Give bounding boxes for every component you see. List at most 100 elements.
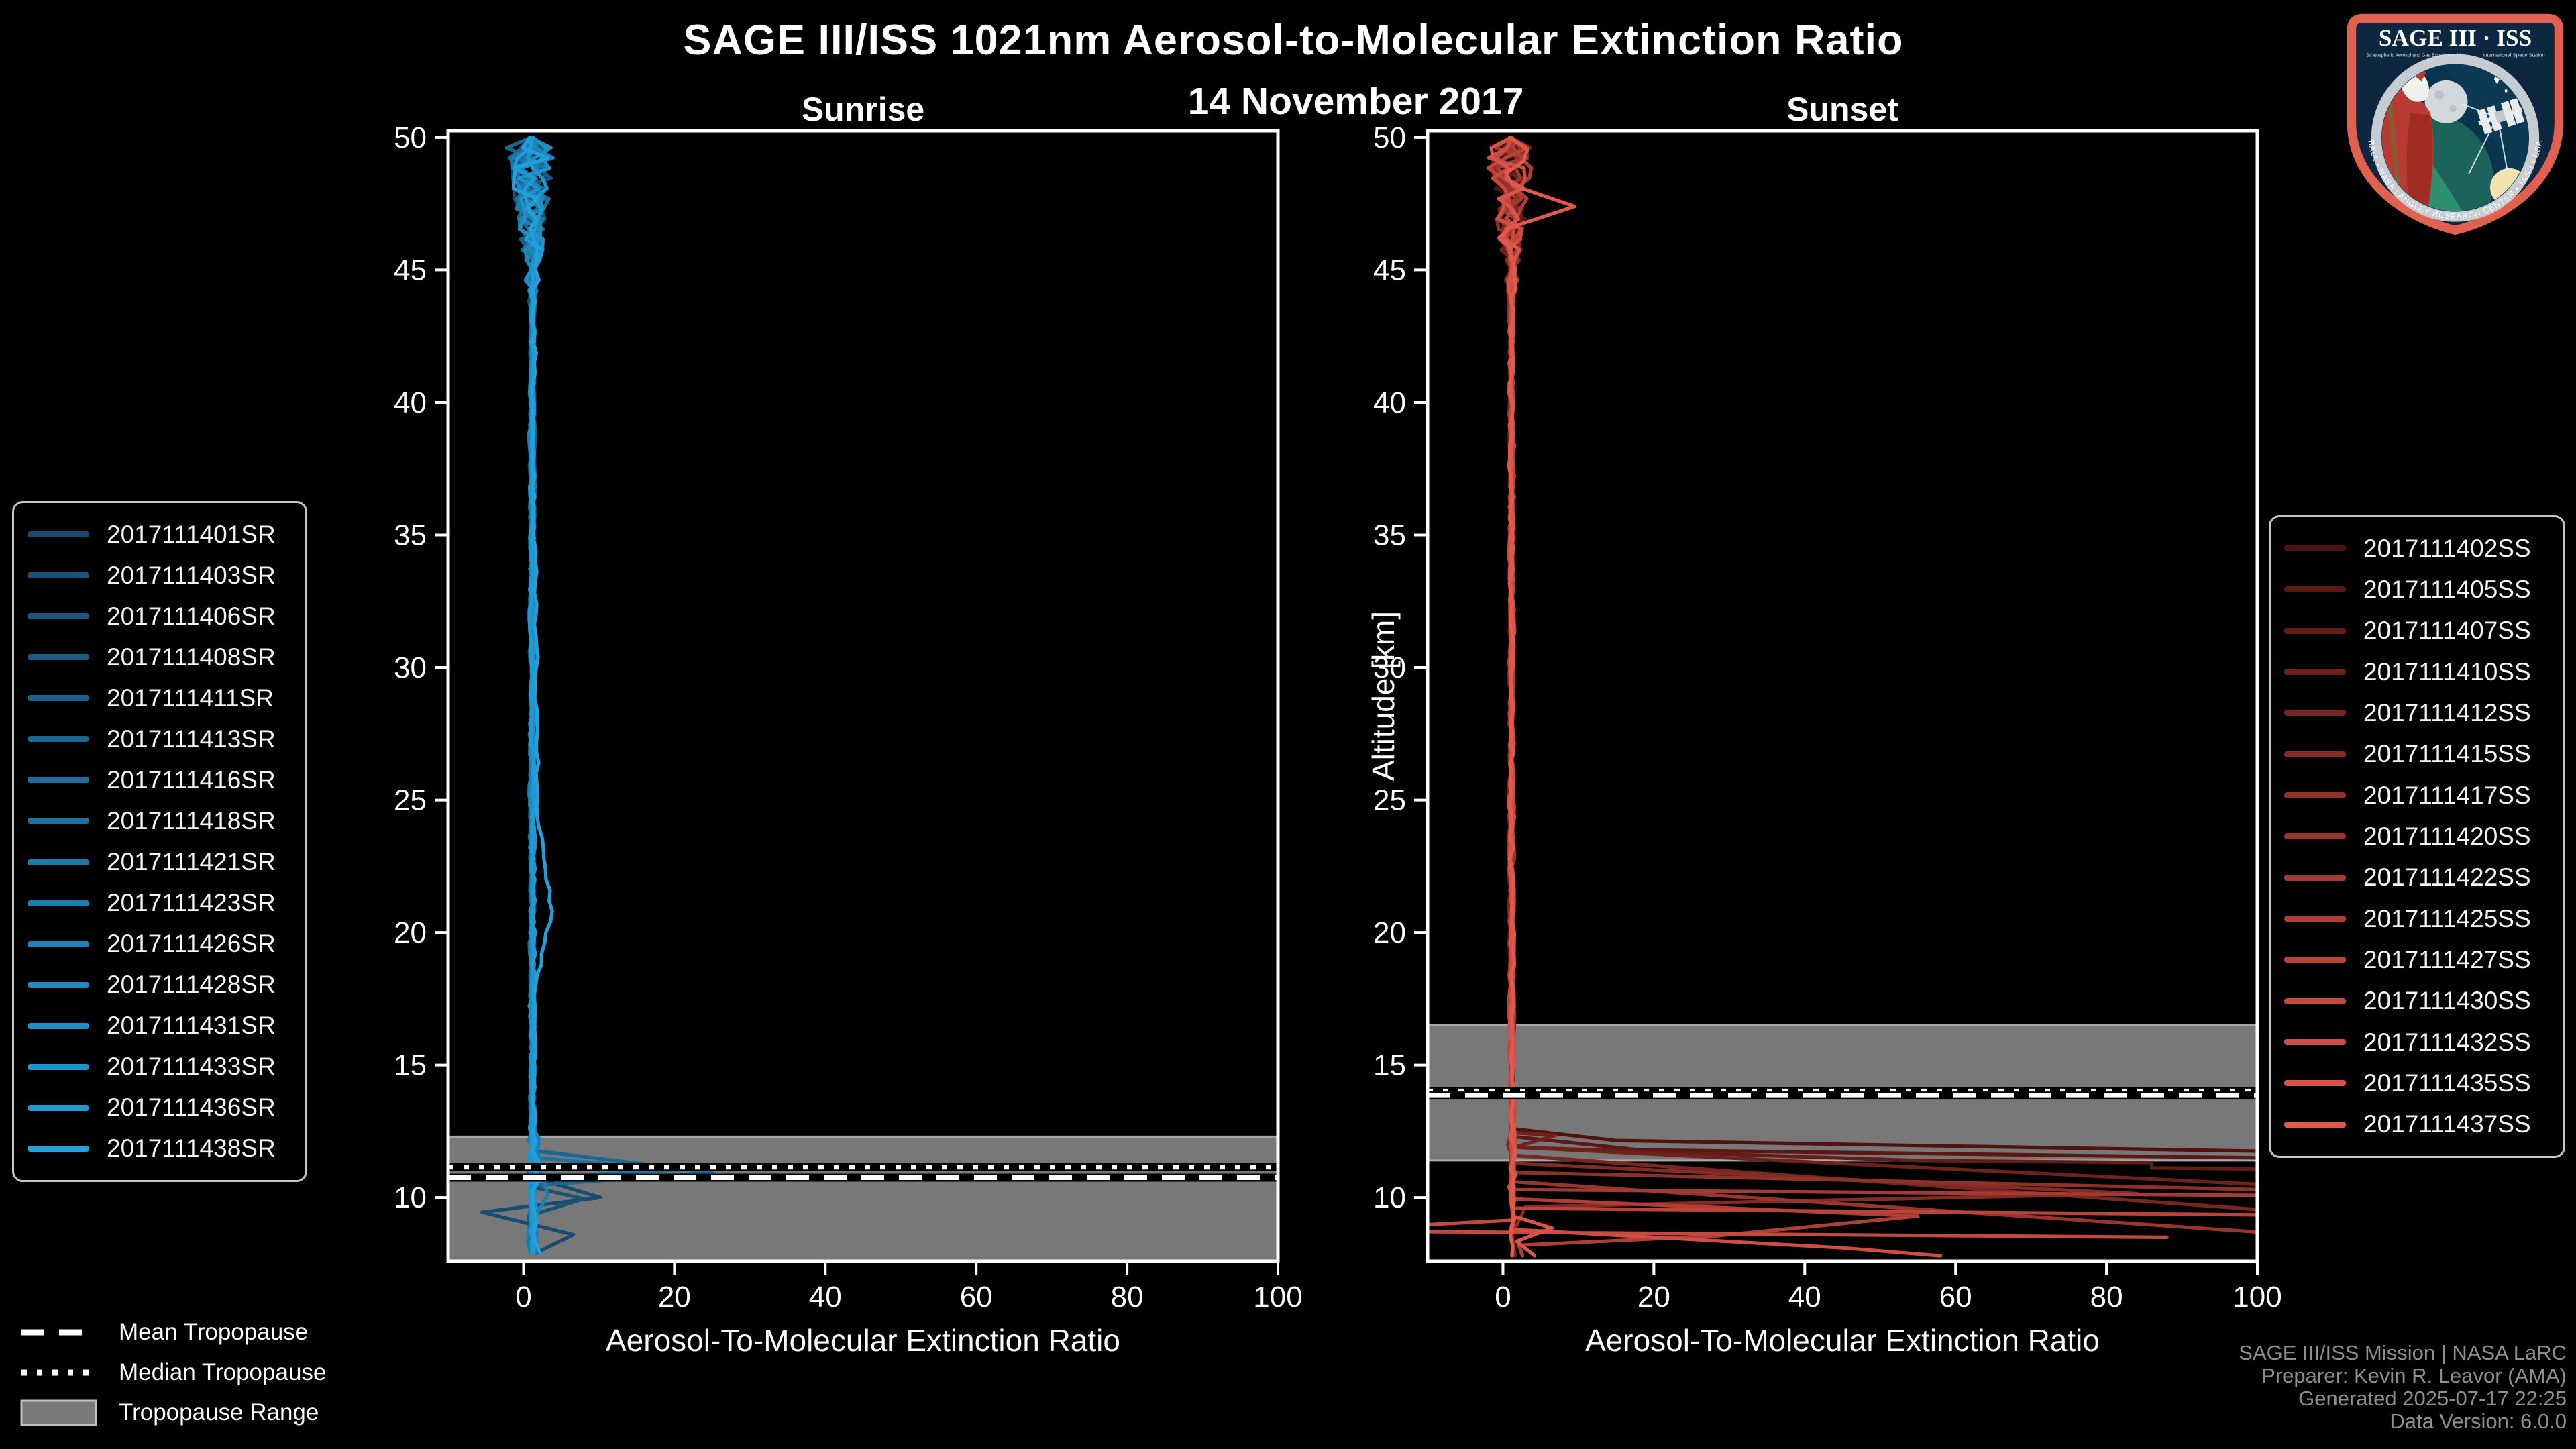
- legend-item: 2017111432SS: [2284, 1028, 2550, 1057]
- legend-item: 2017111427SS: [2284, 946, 2550, 974]
- tropopause-range-swatch-icon: [20, 1398, 97, 1428]
- sunset-panel: 0 20 40 60 80 100 10 15 20 25 30 35 40 45 50 Sunset Aero…: [1366, 91, 2282, 1358]
- y-tick-label: 20: [394, 916, 427, 949]
- legend-item: 2017111431SR: [28, 1012, 292, 1040]
- profile-line: [1493, 136, 2257, 1153]
- y-tick-label: 45: [394, 254, 427, 286]
- y-tick-label: 45: [1373, 254, 1406, 286]
- x-tick-label: 80: [1111, 1281, 1144, 1313]
- median-tropopause-label: Median Tropopause: [119, 1359, 327, 1385]
- mean-tropopause-dashed-line-icon: [20, 1328, 97, 1336]
- series-label: 2017111420SS: [2363, 822, 2531, 850]
- legend-item: 2017111423SR: [28, 889, 292, 917]
- legend-item: 2017111415SS: [2284, 740, 2550, 768]
- x-tick-label: 60: [960, 1281, 993, 1313]
- series-color-line-icon: [28, 981, 89, 988]
- legend-item: 2017111430SS: [2284, 987, 2550, 1015]
- axes-spines: [1426, 129, 2259, 1263]
- mean-tropopause-legend-row: Mean Tropopause: [20, 1312, 326, 1352]
- series-label: 2017111406SR: [107, 602, 276, 630]
- tropopause-range-legend-row: Tropopause Range: [20, 1393, 326, 1433]
- footer-line: Data Version: 6.0.0: [2390, 1409, 2567, 1433]
- x-tick-label: 0: [1495, 1281, 1511, 1313]
- sunrise-panel: 0 20 40 60 80 100 10 15 20 25 30 35 40 45 50 Sunrise Aer…: [177, 91, 1303, 1358]
- series-color-line-icon: [2284, 916, 2346, 922]
- y-axis-label: Altitude [km]: [1366, 611, 1401, 781]
- median-tropopause-legend-row: Median Tropopause: [20, 1352, 326, 1393]
- series-color-line-icon: [2284, 874, 2346, 881]
- sunset-series-legend: 2017111402SS 2017111405SS 2017111407SS 2017…: [2269, 515, 2565, 1158]
- y-tick-label: 35: [1373, 519, 1406, 551]
- series-label: 2017111408SR: [107, 643, 276, 671]
- series-color-line-icon: [28, 900, 89, 906]
- iss-icon: [2477, 98, 2525, 135]
- profile-line: [1491, 136, 2257, 1171]
- series-color-line-icon: [28, 941, 89, 947]
- series-color-line-icon: [2284, 792, 2346, 799]
- tropopause-legend: Mean Tropopause Median Tropopause Tropop…: [20, 1312, 326, 1433]
- y-tick-label: 50: [394, 121, 427, 154]
- series-label: 2017111430SS: [2363, 987, 2531, 1015]
- series-color-line-icon: [2284, 586, 2346, 593]
- series-color-line-icon: [2284, 957, 2346, 963]
- series-label: 2017111416SR: [107, 765, 276, 794]
- legend-item: 2017111417SS: [2284, 782, 2550, 810]
- series-label: 2017111426SR: [107, 930, 276, 958]
- x-tick-label: 20: [1638, 1281, 1670, 1313]
- profile-line: [480, 136, 602, 1255]
- page-title: SAGE III/ISS 1021nm Aerosol-to-Molecular…: [683, 17, 1904, 64]
- series-color-line-icon: [2284, 751, 2346, 757]
- tropopause-range-label: Tropopause Range: [119, 1399, 319, 1426]
- series-label: 2017111422SS: [2363, 863, 2531, 892]
- moon-crater: [2449, 105, 2457, 112]
- legend-item: 2017111436SR: [28, 1093, 292, 1122]
- series-color-line-icon: [28, 654, 89, 661]
- series-color-line-icon: [2284, 627, 2346, 634]
- legend-item: 2017111406SR: [28, 602, 292, 631]
- moon-icon: [2424, 80, 2468, 123]
- profile-line: [1490, 136, 2257, 1160]
- series-color-line-icon: [2284, 998, 2346, 1004]
- profile-line: [1497, 136, 1576, 1258]
- y-tick-label: 40: [394, 386, 427, 419]
- y-tick-label: 10: [1373, 1181, 1406, 1214]
- series-label: 2017111402SS: [2363, 534, 2531, 562]
- series-label: 2017111438SR: [107, 1134, 276, 1163]
- panel-title: Sunrise: [802, 91, 924, 128]
- y-tick-label: 30: [394, 651, 427, 684]
- series-label: 2017111421SR: [107, 848, 276, 876]
- legend-item: 2017111413SR: [28, 725, 292, 753]
- legend-item: 2017111433SR: [28, 1053, 292, 1081]
- sage-iii-iss-mission-patch-logo: SAGE III · ISS Stratospheric Aerosol and…: [2347, 13, 2564, 235]
- series-color-line-icon: [28, 777, 89, 784]
- sunrise-series-legend: 2017111401SR 2017111403SR 2017111406SR 2017…: [12, 501, 307, 1182]
- moon-crater: [2434, 90, 2445, 100]
- series-color-line-icon: [2284, 710, 2346, 716]
- legend-item: 2017111401SR: [28, 521, 292, 549]
- y-tick-label: 25: [1373, 784, 1406, 817]
- series-color-line-icon: [2284, 833, 2346, 840]
- series-label: 2017111401SR: [107, 520, 276, 548]
- sunset-plot-area: [1428, 136, 2257, 1258]
- legend-item: 2017111435SS: [2284, 1069, 2550, 1097]
- patch-subtitle-left: Stratospheric Aerosol and Gas Experiment…: [2366, 54, 2461, 58]
- series-label: 2017111411SR: [107, 684, 274, 712]
- series-label: 2017111418SR: [107, 806, 276, 835]
- y-tick-label: 10: [394, 1181, 427, 1214]
- series-color-line-icon: [2284, 1121, 2346, 1128]
- y-tick-label: 15: [1373, 1049, 1406, 1082]
- x-tick-label: 20: [658, 1281, 691, 1313]
- footer-line: Preparer: Kevin R. Leavor (AMA): [2261, 1364, 2567, 1387]
- series-color-line-icon: [28, 1063, 89, 1070]
- series-color-line-icon: [2284, 1039, 2346, 1046]
- x-tick-label: 80: [2090, 1281, 2123, 1313]
- profile-line: [511, 136, 684, 1255]
- series-label: 2017111407SS: [2363, 616, 2531, 645]
- legend-item: 2017111437SS: [2284, 1110, 2550, 1138]
- legend-item: 2017111408SR: [28, 643, 292, 672]
- legend-item: 2017111438SR: [28, 1134, 292, 1163]
- sunrise-plot-area: [448, 136, 1278, 1261]
- series-label: 2017111417SS: [2363, 781, 2531, 809]
- series-label: 2017111437SS: [2363, 1110, 2531, 1138]
